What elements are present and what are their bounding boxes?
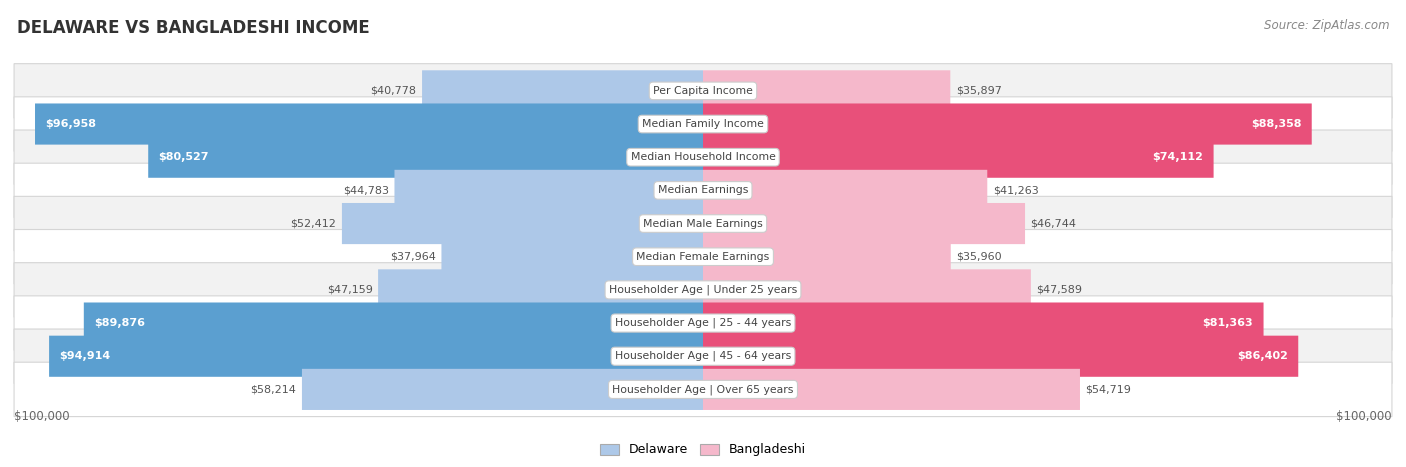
FancyBboxPatch shape (342, 203, 703, 244)
Text: $47,159: $47,159 (326, 285, 373, 295)
Text: Source: ZipAtlas.com: Source: ZipAtlas.com (1264, 19, 1389, 32)
Text: $88,358: $88,358 (1251, 119, 1302, 129)
Text: Householder Age | Over 65 years: Householder Age | Over 65 years (612, 384, 794, 395)
Text: DELAWARE VS BANGLADESHI INCOME: DELAWARE VS BANGLADESHI INCOME (17, 19, 370, 37)
FancyBboxPatch shape (14, 229, 1392, 284)
FancyBboxPatch shape (14, 362, 1392, 417)
FancyBboxPatch shape (703, 269, 1031, 311)
Text: $35,960: $35,960 (956, 252, 1002, 262)
FancyBboxPatch shape (378, 269, 703, 311)
Text: $41,263: $41,263 (993, 185, 1039, 195)
FancyBboxPatch shape (14, 163, 1392, 218)
Text: $96,958: $96,958 (45, 119, 97, 129)
FancyBboxPatch shape (703, 170, 987, 211)
Text: Householder Age | Under 25 years: Householder Age | Under 25 years (609, 285, 797, 295)
FancyBboxPatch shape (84, 303, 703, 344)
Text: $74,112: $74,112 (1153, 152, 1204, 162)
Text: Median Male Earnings: Median Male Earnings (643, 219, 763, 228)
Text: $58,214: $58,214 (250, 384, 297, 395)
Text: Median Family Income: Median Family Income (643, 119, 763, 129)
FancyBboxPatch shape (703, 303, 1264, 344)
FancyBboxPatch shape (14, 296, 1392, 350)
FancyBboxPatch shape (302, 369, 703, 410)
FancyBboxPatch shape (148, 137, 703, 178)
FancyBboxPatch shape (14, 329, 1392, 383)
Text: $35,897: $35,897 (956, 86, 1001, 96)
Text: $100,000: $100,000 (1336, 410, 1392, 423)
FancyBboxPatch shape (49, 336, 703, 377)
Text: Per Capita Income: Per Capita Income (652, 86, 754, 96)
FancyBboxPatch shape (35, 104, 703, 145)
Text: $46,744: $46,744 (1031, 219, 1077, 228)
Text: $100,000: $100,000 (14, 410, 70, 423)
FancyBboxPatch shape (14, 196, 1392, 251)
Legend: Delaware, Bangladeshi: Delaware, Bangladeshi (595, 439, 811, 461)
FancyBboxPatch shape (441, 236, 703, 277)
FancyBboxPatch shape (703, 137, 1213, 178)
Text: $86,402: $86,402 (1237, 351, 1288, 361)
Text: $54,719: $54,719 (1085, 384, 1132, 395)
Text: $44,783: $44,783 (343, 185, 389, 195)
FancyBboxPatch shape (703, 71, 950, 112)
Text: Householder Age | 45 - 64 years: Householder Age | 45 - 64 years (614, 351, 792, 361)
FancyBboxPatch shape (703, 104, 1312, 145)
Text: $37,964: $37,964 (389, 252, 436, 262)
FancyBboxPatch shape (422, 71, 703, 112)
Text: Householder Age | 25 - 44 years: Householder Age | 25 - 44 years (614, 318, 792, 328)
Text: Median Earnings: Median Earnings (658, 185, 748, 195)
Text: $47,589: $47,589 (1036, 285, 1083, 295)
FancyBboxPatch shape (14, 130, 1392, 184)
FancyBboxPatch shape (14, 97, 1392, 151)
FancyBboxPatch shape (703, 203, 1025, 244)
FancyBboxPatch shape (703, 369, 1080, 410)
Text: $94,914: $94,914 (59, 351, 111, 361)
Text: Median Female Earnings: Median Female Earnings (637, 252, 769, 262)
Text: $89,876: $89,876 (94, 318, 145, 328)
Text: $40,778: $40,778 (371, 86, 416, 96)
FancyBboxPatch shape (395, 170, 703, 211)
Text: $80,527: $80,527 (159, 152, 209, 162)
Text: $52,412: $52,412 (291, 219, 336, 228)
Text: Median Household Income: Median Household Income (630, 152, 776, 162)
FancyBboxPatch shape (703, 236, 950, 277)
FancyBboxPatch shape (703, 336, 1298, 377)
Text: $81,363: $81,363 (1202, 318, 1253, 328)
FancyBboxPatch shape (14, 263, 1392, 317)
FancyBboxPatch shape (14, 64, 1392, 118)
